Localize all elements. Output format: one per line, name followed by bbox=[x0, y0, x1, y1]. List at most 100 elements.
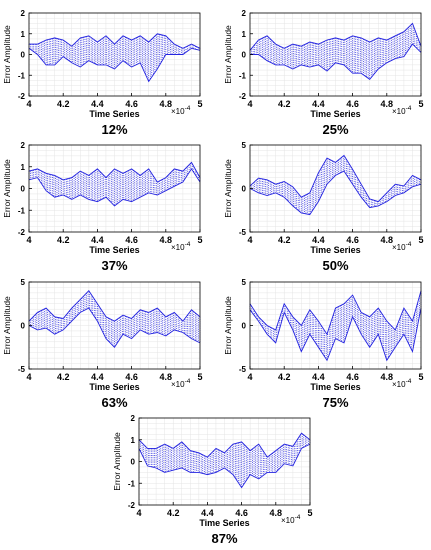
x-axis-label: Time Series bbox=[310, 382, 360, 392]
y-axis-label: Error Amplitude bbox=[223, 296, 233, 355]
signal-lower-envelope bbox=[250, 43, 422, 81]
y-axis-label: Error Amplitude bbox=[2, 25, 12, 84]
y-tick-label: -2 bbox=[128, 501, 136, 510]
subplot-caption: 50% bbox=[322, 258, 348, 273]
subplot-63pct: 4 4.2 4.4 4.6 4.8 5 -5 0 5 ×10-4 Time Series Error … bbox=[2, 278, 203, 410]
y-tick-label: 2 bbox=[21, 141, 26, 150]
y-tick-label: -2 bbox=[239, 92, 247, 101]
y-tick-label: 0 bbox=[21, 322, 26, 331]
y-tick-label: 2 bbox=[131, 414, 136, 423]
y-tick-label: -2 bbox=[18, 228, 26, 237]
x-tick-label: 4.4 bbox=[91, 99, 104, 109]
signal-series bbox=[28, 33, 201, 83]
y-tick-label: -1 bbox=[239, 71, 247, 80]
x-axis-multiplier: ×10-4 bbox=[171, 378, 191, 389]
x-axis-multiplier: ×10-4 bbox=[171, 241, 191, 252]
subplot-caption: 25% bbox=[322, 122, 348, 137]
subplot-25pct: 4 4.2 4.4 4.6 4.8 5 -2 -1 0 1 2 ×10-4 Time Series Err… bbox=[223, 9, 424, 137]
signal-upper-envelope bbox=[28, 161, 201, 183]
x-axis-label: Time Series bbox=[199, 518, 249, 528]
x-tick-label: 4 bbox=[136, 508, 141, 518]
x-tick-label: 5 bbox=[197, 99, 202, 109]
y-tick-label: 0 bbox=[242, 322, 247, 331]
x-tick-label: 4.2 bbox=[278, 235, 291, 245]
x-tick-label: 4.4 bbox=[91, 372, 104, 382]
signal-lower-envelope bbox=[28, 47, 201, 83]
signal-lower-envelope bbox=[249, 308, 422, 362]
x-axis-multiplier: ×10-4 bbox=[392, 378, 412, 389]
x-axis-multiplier: ×10-4 bbox=[171, 105, 191, 116]
x-axis-label: Time Series bbox=[310, 109, 360, 119]
y-tick-label: 0 bbox=[21, 51, 26, 60]
x-tick-label: 4.6 bbox=[346, 235, 359, 245]
y-tick-label: -5 bbox=[18, 365, 26, 374]
x-tick-label: 4.8 bbox=[160, 99, 173, 109]
y-tick-label: -1 bbox=[128, 479, 136, 488]
y-tick-label: 5 bbox=[242, 141, 247, 150]
x-tick-label: 4.8 bbox=[381, 99, 394, 109]
signal-upper-envelope bbox=[29, 33, 201, 49]
x-tick-label: 4.6 bbox=[125, 372, 138, 382]
y-tick-label: 1 bbox=[21, 30, 26, 39]
signal-lower-envelope bbox=[28, 168, 201, 207]
x-tick-label: 4.6 bbox=[125, 235, 138, 245]
signal-series bbox=[138, 432, 311, 489]
y-axis-label: Error Amplitude bbox=[223, 25, 233, 84]
y-tick-label: 2 bbox=[21, 9, 26, 18]
x-tick-label: 4.4 bbox=[312, 235, 325, 245]
x-tick-label: 4 bbox=[26, 235, 31, 245]
signal-series bbox=[249, 154, 422, 216]
subplot-75pct: 4 4.2 4.4 4.6 4.8 5 -5 0 5 ×10-4 Time Series Error … bbox=[223, 278, 424, 410]
y-axis-label: Error Amplitude bbox=[223, 159, 233, 218]
y-tick-label: -5 bbox=[239, 365, 247, 374]
subplot-caption: 37% bbox=[101, 258, 127, 273]
x-axis-multiplier: ×10-4 bbox=[281, 514, 301, 525]
x-tick-label: 5 bbox=[418, 99, 423, 109]
x-axis-label: Time Series bbox=[89, 382, 139, 392]
x-tick-label: 4.2 bbox=[278, 372, 291, 382]
y-tick-label: -5 bbox=[239, 228, 247, 237]
x-tick-label: 4.8 bbox=[381, 235, 394, 245]
x-tick-label: 4.4 bbox=[91, 235, 104, 245]
x-tick-label: 4.2 bbox=[57, 372, 70, 382]
y-tick-label: 1 bbox=[21, 163, 26, 172]
x-tick-label: 4 bbox=[26, 99, 31, 109]
subplot-50pct: 4 4.2 4.4 4.6 4.8 5 -5 0 5 ×10-4 Time Series Error … bbox=[223, 141, 424, 273]
y-tick-label: 0 bbox=[242, 51, 247, 60]
x-tick-label: 4.8 bbox=[270, 508, 283, 518]
y-tick-label: 2 bbox=[242, 9, 247, 18]
x-axis-label: Time Series bbox=[89, 109, 139, 119]
x-tick-label: 4 bbox=[247, 372, 252, 382]
x-tick-label: 4 bbox=[247, 235, 252, 245]
y-tick-label: 5 bbox=[21, 278, 26, 287]
subplot-caption: 63% bbox=[101, 395, 127, 410]
y-tick-label: -2 bbox=[18, 92, 26, 101]
y-tick-label: 0 bbox=[242, 185, 247, 194]
subplot-37pct: 4 4.2 4.4 4.6 4.8 5 -2 -1 0 1 2 ×10-4 Time Series Err… bbox=[2, 141, 203, 273]
x-tick-label: 4.2 bbox=[167, 508, 180, 518]
signal-lower-envelope bbox=[249, 170, 422, 216]
x-tick-label: 4.6 bbox=[346, 99, 359, 109]
x-tick-label: 4.2 bbox=[278, 99, 291, 109]
x-tick-label: 4.8 bbox=[160, 372, 173, 382]
x-axis-multiplier: ×10-4 bbox=[392, 241, 412, 252]
x-tick-label: 5 bbox=[197, 235, 202, 245]
x-tick-label: 4.2 bbox=[57, 99, 70, 109]
signal-series bbox=[28, 161, 201, 207]
x-tick-label: 5 bbox=[418, 372, 423, 382]
y-tick-label: 1 bbox=[242, 30, 247, 39]
x-axis-label: Time Series bbox=[89, 245, 139, 255]
y-tick-label: 5 bbox=[242, 278, 247, 287]
signal-upper-envelope bbox=[138, 432, 311, 458]
subplot-caption: 12% bbox=[101, 122, 127, 137]
subplot-caption: 87% bbox=[211, 531, 237, 546]
subplot-87pct: 4 4.2 4.4 4.6 4.8 5 -2 -1 0 1 2 ×10-4 Time Series Err… bbox=[112, 414, 313, 546]
y-tick-label: 0 bbox=[21, 185, 26, 194]
signal-upper-envelope bbox=[28, 289, 201, 322]
signal-upper-envelope bbox=[249, 290, 422, 336]
y-tick-label: -1 bbox=[18, 206, 26, 215]
x-axis-label: Time Series bbox=[310, 245, 360, 255]
x-tick-label: 4.6 bbox=[235, 508, 248, 518]
x-tick-label: 4.4 bbox=[312, 372, 325, 382]
